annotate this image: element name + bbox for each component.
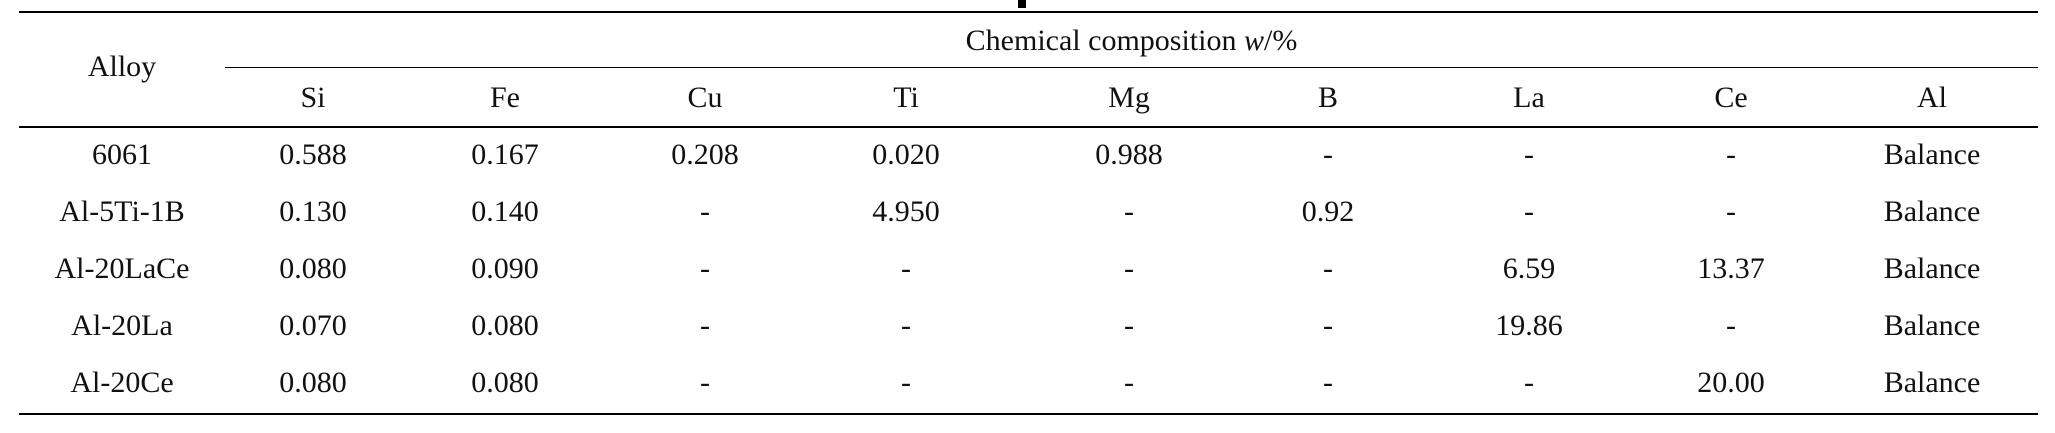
la-cell: - — [1524, 366, 1534, 399]
mg-cell: 0.988 — [1095, 138, 1163, 171]
column-header-al: Al — [1917, 81, 1947, 114]
fe-cell: 0.090 — [471, 252, 539, 285]
table-row: Al-5Ti-1B 0.130 0.140 - 4.950 - 0.92 - -… — [0, 195, 2055, 252]
column-header-la: La — [1513, 81, 1545, 114]
si-cell: 0.130 — [279, 195, 347, 228]
ce-cell: 20.00 — [1697, 366, 1765, 399]
la-cell: 19.86 — [1495, 309, 1563, 342]
table-row: Al-20LaCe 0.080 0.090 - - - - 6.59 13.37… — [0, 252, 2055, 309]
cu-cell: - — [700, 252, 710, 285]
al-cell: Balance — [1883, 195, 1981, 228]
al-cell: Balance — [1883, 252, 1981, 285]
column-header-ti: Ti — [893, 81, 919, 114]
fe-cell: 0.167 — [471, 138, 539, 171]
header-bottom-rule — [19, 126, 2038, 128]
la-cell: - — [1524, 195, 1534, 228]
composition-header-suffix: /% — [1263, 24, 1298, 57]
si-cell: 0.080 — [279, 252, 347, 285]
ti-cell: - — [901, 366, 911, 399]
ti-cell: - — [901, 309, 911, 342]
ce-cell: - — [1726, 138, 1736, 171]
mg-cell: - — [1124, 309, 1134, 342]
al-cell: Balance — [1883, 309, 1981, 342]
alloy-cell: 6061 — [92, 138, 152, 171]
composition-header-variable: w — [1243, 24, 1264, 57]
cu-cell: - — [700, 195, 710, 228]
si-cell: 0.070 — [279, 309, 347, 342]
alloy-cell: Al-20Ce — [70, 366, 174, 399]
cu-cell: - — [700, 366, 710, 399]
table-row: Al-20Ce 0.080 0.080 - - - - - 20.00 Bala… — [0, 366, 2055, 423]
ti-cell: - — [901, 252, 911, 285]
ti-cell: 4.950 — [872, 195, 940, 228]
alloy-column-header: Alloy — [87, 50, 157, 83]
ti-cell: 0.020 — [872, 138, 940, 171]
mg-cell: - — [1124, 195, 1134, 228]
column-header-si: Si — [300, 81, 326, 114]
la-cell: 6.59 — [1502, 252, 1556, 285]
b-cell: - — [1323, 138, 1333, 171]
column-header-b: B — [1317, 81, 1338, 114]
ce-cell: - — [1726, 195, 1736, 228]
b-cell: - — [1323, 252, 1333, 285]
al-cell: Balance — [1883, 138, 1981, 171]
group-header-rule — [225, 67, 2038, 68]
alloy-cell: Al-20LaCe — [54, 252, 190, 285]
column-header-cu: Cu — [687, 81, 723, 114]
caption-fragment — [1018, 0, 1026, 8]
b-cell: - — [1323, 366, 1333, 399]
composition-header-prefix: Chemical composition — [965, 24, 1244, 57]
mg-cell: - — [1124, 252, 1134, 285]
column-header-ce: Ce — [1714, 81, 1748, 114]
ce-cell: - — [1726, 309, 1736, 342]
b-cell: 0.92 — [1301, 195, 1355, 228]
table-row: Al-20La 0.070 0.080 - - - - 19.86 - Bala… — [0, 309, 2055, 366]
table-top-rule — [19, 11, 2038, 13]
alloy-cell: Al-20La — [71, 309, 173, 342]
ce-cell: 13.37 — [1697, 252, 1765, 285]
la-cell: - — [1524, 138, 1534, 171]
column-header-fe: Fe — [490, 81, 520, 114]
al-cell: Balance — [1883, 366, 1981, 399]
composition-group-header: Chemical composition w/% — [225, 24, 2038, 58]
cu-cell: - — [700, 309, 710, 342]
alloy-cell: Al-5Ti-1B — [59, 195, 185, 228]
fe-cell: 0.080 — [471, 366, 539, 399]
fe-cell: 0.080 — [471, 309, 539, 342]
b-cell: - — [1323, 309, 1333, 342]
table-row: 6061 0.588 0.167 0.208 0.020 0.988 - - -… — [0, 138, 2055, 195]
cu-cell: 0.208 — [671, 138, 739, 171]
fe-cell: 0.140 — [471, 195, 539, 228]
si-cell: 0.588 — [279, 138, 347, 171]
mg-cell: - — [1124, 366, 1134, 399]
table-bottom-rule — [19, 413, 2038, 415]
column-header-mg: Mg — [1108, 81, 1150, 114]
si-cell: 0.080 — [279, 366, 347, 399]
